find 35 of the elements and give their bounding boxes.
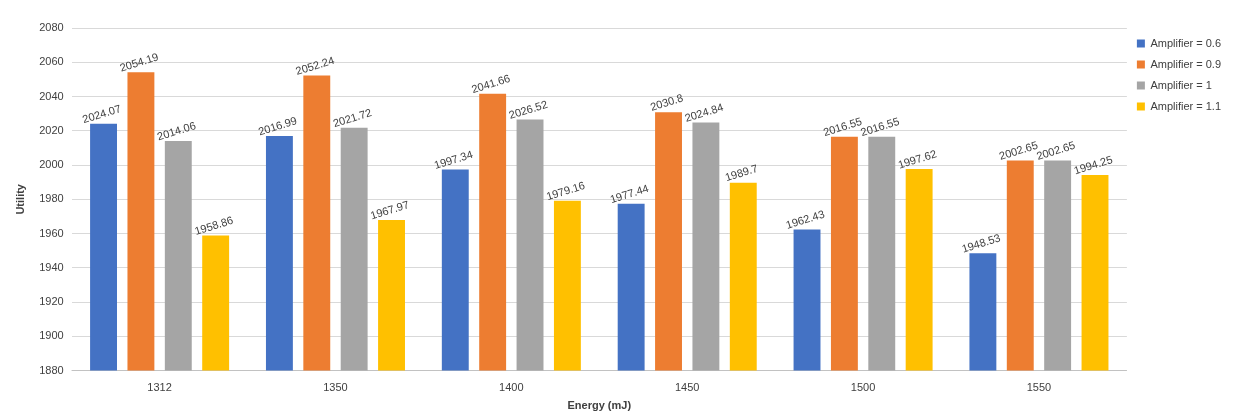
data-label: 2026.52 <box>507 97 549 122</box>
data-label: 2024.07 <box>80 102 123 126</box>
y-tick-label: 1960 <box>39 226 64 239</box>
data-label: 2021.72 <box>331 106 373 130</box>
data-label: 1994.25 <box>1072 153 1114 177</box>
data-label: 2014.06 <box>155 119 198 143</box>
x-tick-label: 1350 <box>323 381 348 394</box>
y-tick-label: 2080 <box>39 21 64 34</box>
legend-label: Amplifier = 0.9 <box>1150 57 1222 70</box>
x-tick-label: 1450 <box>674 381 700 394</box>
data-label: 1967.97 <box>368 198 411 222</box>
x-tick-label: 1550 <box>1026 381 1052 394</box>
data-label: 2052.24 <box>294 53 336 77</box>
x-tick-label: 1500 <box>850 381 876 394</box>
y-tick-label: 1980 <box>39 192 64 205</box>
y-tick-label: 1920 <box>39 295 64 308</box>
data-label: 2016.99 <box>256 114 299 138</box>
y-tick-label: 2020 <box>39 123 64 136</box>
data-label: 1997.34 <box>432 147 475 172</box>
y-tick-label: 1900 <box>39 329 64 342</box>
y-tick-label: 2040 <box>39 89 64 102</box>
data-label: 1977.44 <box>608 181 650 206</box>
legend-label: Amplifier = 1.1 <box>1150 99 1222 112</box>
x-tick-label: 1400 <box>499 381 524 394</box>
legend-label: Amplifier = 0.6 <box>1150 36 1222 49</box>
x-axis-title: Energy (mJ) <box>567 399 632 412</box>
data-label: 1989.7 <box>723 161 760 184</box>
y-tick-label: 1880 <box>39 363 64 376</box>
x-tick-label: 1312 <box>147 381 172 394</box>
y-tick-label: 2060 <box>39 55 64 68</box>
y-tick-label: 2000 <box>39 158 64 171</box>
y-tick-label: 1940 <box>39 260 64 273</box>
data-label: 2030.8 <box>648 91 685 113</box>
y-axis-title: Utility <box>13 183 26 215</box>
legend-label: Amplifier = 1 <box>1150 78 1212 91</box>
